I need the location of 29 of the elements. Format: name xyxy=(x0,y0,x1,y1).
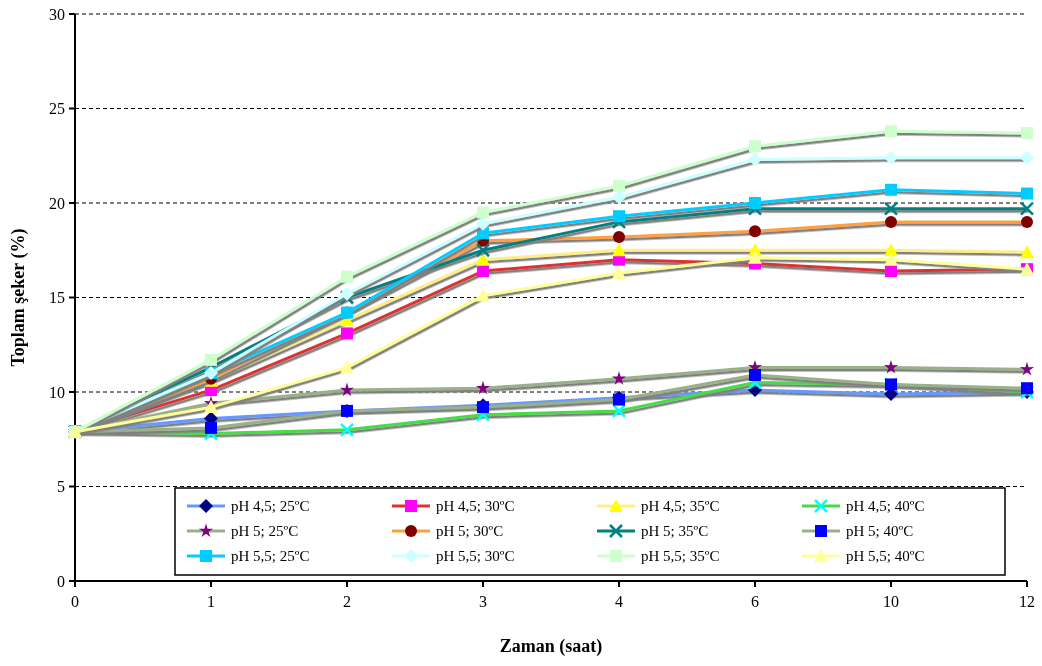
legend-label: pH 5; 40ºC xyxy=(846,523,914,540)
x-tick-label: 6 xyxy=(751,593,759,610)
y-tick-label: 5 xyxy=(57,478,65,496)
y-tick-label: 0 xyxy=(57,572,65,590)
x-tick-label: 3 xyxy=(479,593,487,610)
x-tick-label: 10 xyxy=(883,593,899,610)
legend-label: pH 4,5; 40ºC xyxy=(846,498,925,515)
legend-label: pH 5; 35ºC xyxy=(641,523,709,540)
y-tick-label: 25 xyxy=(49,100,65,118)
legend-label: pH 4,5; 25ºC xyxy=(231,498,310,515)
legend-label: pH 5,5; 25ºC xyxy=(231,548,310,565)
legend-label: pH 4,5; 35ºC xyxy=(641,498,720,515)
legend-label: pH 5,5; 30ºC xyxy=(436,548,515,565)
x-axis-title: Zaman (saat) xyxy=(499,636,603,657)
y-tick-label: 10 xyxy=(49,383,65,401)
y-tick-label: 30 xyxy=(49,5,65,23)
legend-label: pH 5,5; 35ºC xyxy=(641,548,720,565)
x-tick-label: 2 xyxy=(343,593,351,610)
legend-label: pH 5; 25ºC xyxy=(231,523,299,540)
x-tick-label: 1 xyxy=(207,593,215,610)
legend-label: pH 4,5; 30ºC xyxy=(436,498,515,515)
legend-label: pH 5,5; 40ºC xyxy=(846,548,925,565)
y-axis-title: Toplam şeker (%) xyxy=(8,228,29,367)
y-tick-label: 20 xyxy=(49,194,65,212)
legend-label: pH 5; 30ºC xyxy=(436,523,504,540)
x-tick-label: 12 xyxy=(1019,593,1035,610)
x-tick-label: 4 xyxy=(615,593,623,610)
y-tick-label: 15 xyxy=(49,289,65,307)
x-tick-label: 0 xyxy=(71,593,79,610)
